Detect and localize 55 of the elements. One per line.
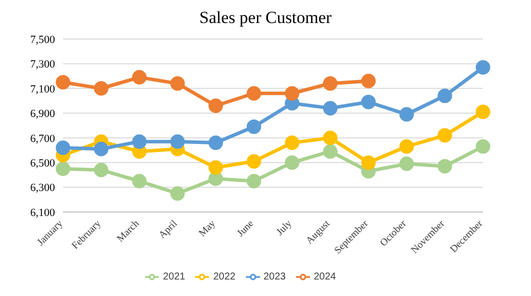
point <box>170 134 185 149</box>
point <box>438 88 452 104</box>
point <box>361 74 376 88</box>
y-tick-label: 7,300 <box>30 58 56 71</box>
y-tick-label: 7,100 <box>30 83 56 96</box>
point <box>246 86 262 101</box>
point <box>476 139 490 154</box>
y-tick-label: 6,700 <box>30 132 56 145</box>
y-tick-label: 6,900 <box>30 108 56 120</box>
point <box>56 75 70 90</box>
point <box>94 162 108 178</box>
point <box>56 162 70 176</box>
chart-title: Sales per Customer <box>198 8 333 29</box>
point <box>284 86 300 101</box>
point <box>476 104 490 120</box>
point <box>208 160 223 175</box>
point <box>208 136 223 150</box>
y-tick-label: 6,500 <box>30 157 56 170</box>
x-tick-label: July <box>274 218 294 238</box>
point <box>361 94 376 110</box>
point <box>246 154 262 169</box>
point <box>246 174 262 188</box>
y-tick-label: 6,300 <box>30 182 56 194</box>
point <box>399 139 414 154</box>
point <box>476 60 490 75</box>
point <box>208 98 223 113</box>
point <box>170 186 185 201</box>
x-tick-label: May <box>197 218 218 240</box>
point <box>94 81 108 96</box>
point <box>284 136 300 150</box>
point <box>170 76 185 91</box>
point <box>399 107 414 122</box>
point <box>361 155 376 170</box>
y-tick-label: 7,500 <box>30 34 56 46</box>
legend-label: 2021 <box>163 272 186 283</box>
point <box>132 134 147 149</box>
legend-label: 2024 <box>314 272 336 283</box>
point <box>399 156 414 172</box>
point <box>438 128 452 143</box>
legend-label: 2022 <box>213 272 236 283</box>
point <box>56 140 70 155</box>
point <box>284 155 300 170</box>
point <box>208 171 223 186</box>
legend-label: 2023 <box>264 272 286 283</box>
x-tick-label: June <box>235 218 256 240</box>
point <box>323 100 338 116</box>
point <box>323 144 338 159</box>
point <box>323 130 338 146</box>
point <box>94 142 108 156</box>
point <box>132 174 147 188</box>
point <box>438 159 452 174</box>
point <box>132 70 147 85</box>
point <box>246 119 262 134</box>
y-tick-label: 6,100 <box>30 206 56 219</box>
point <box>323 76 338 91</box>
